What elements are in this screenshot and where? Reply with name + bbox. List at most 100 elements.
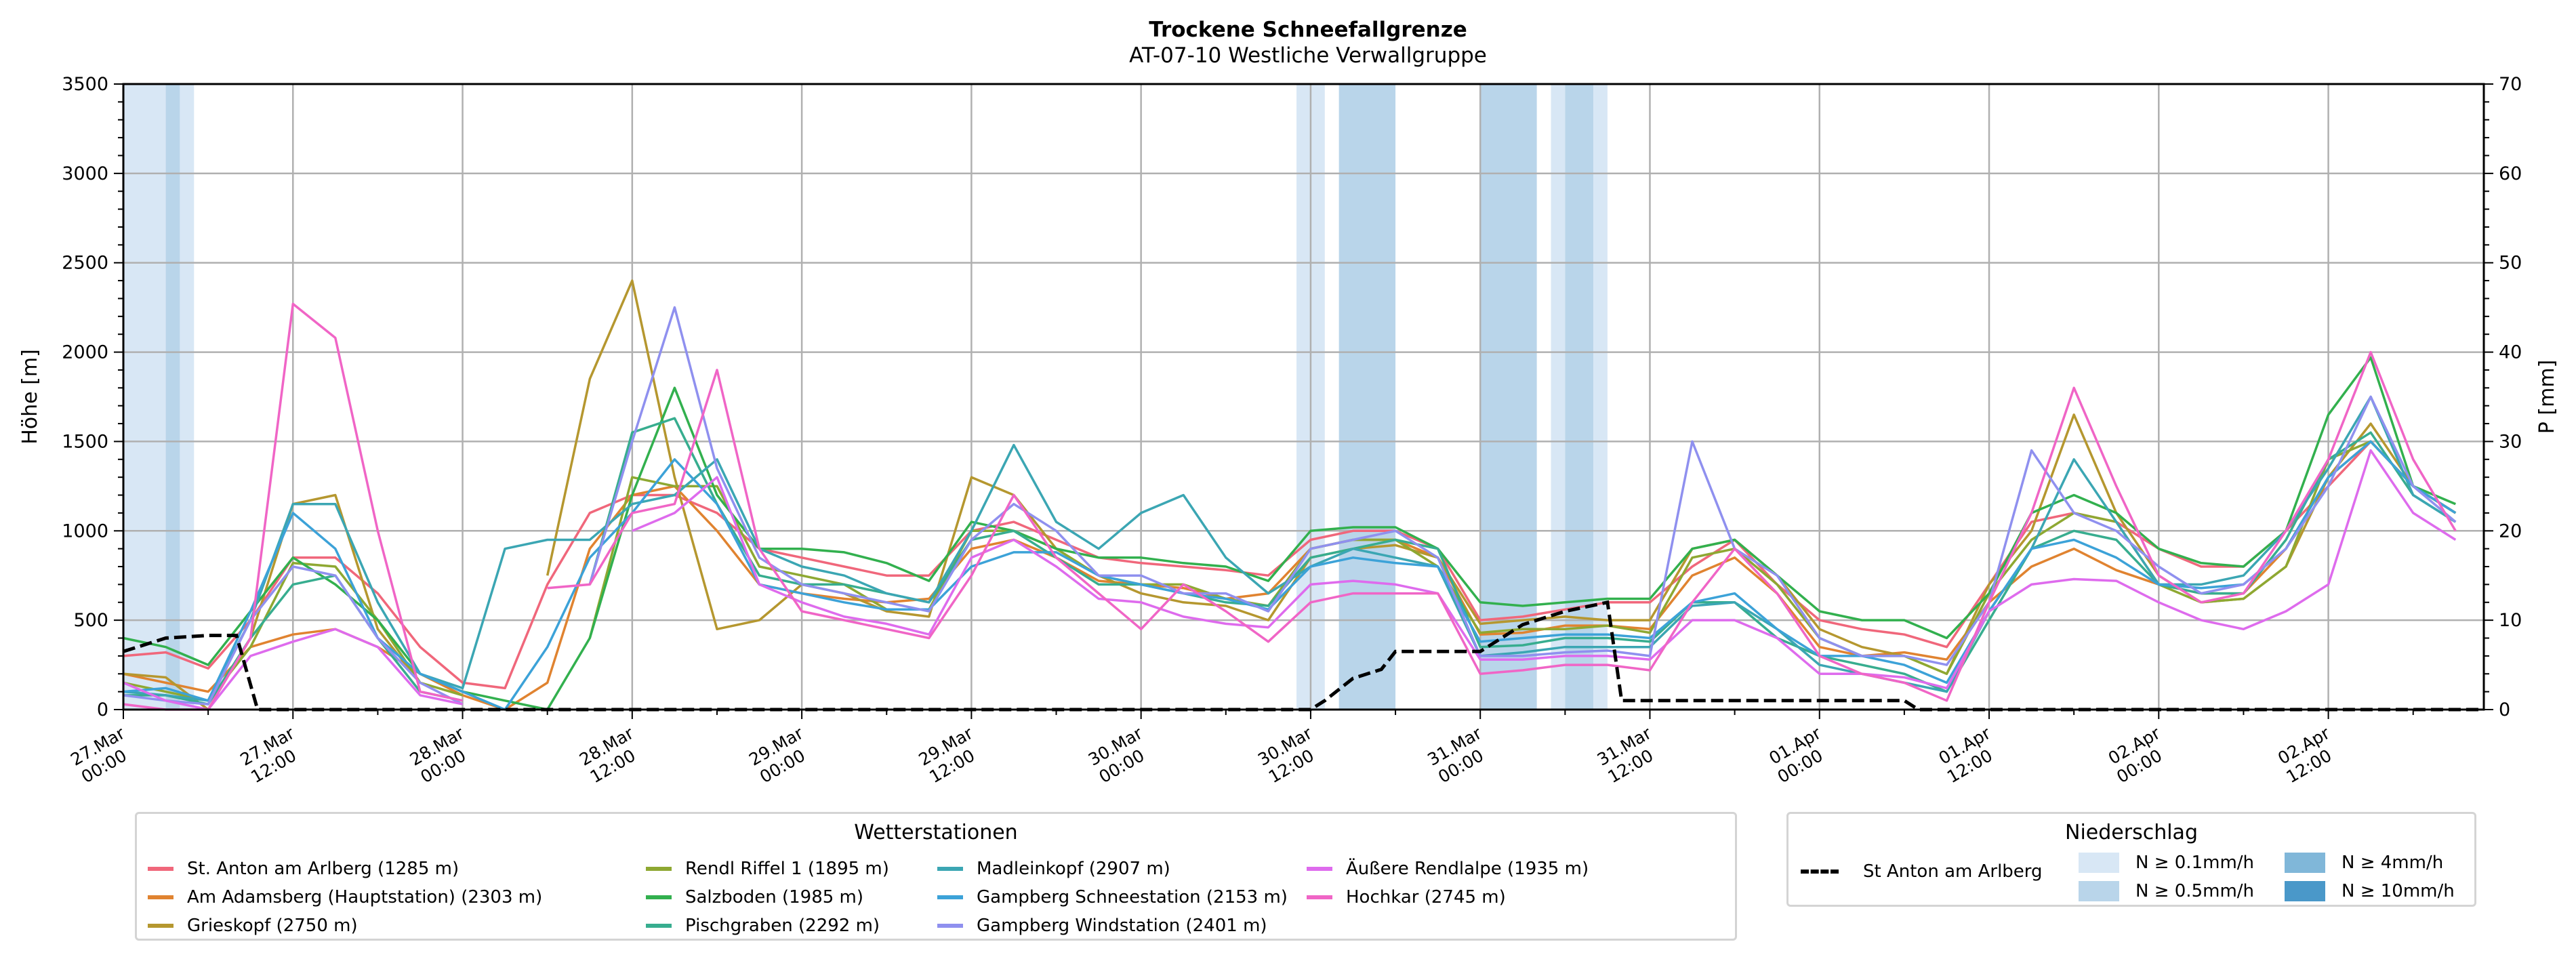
x-tick-label: 30.Mar12:00: [1254, 723, 1326, 788]
legend-label: N ≥ 10mm/h: [2342, 881, 2455, 901]
precip-line: [123, 600, 2484, 712]
x-tick-label: 30.Mar00:00: [1085, 723, 1156, 788]
line-swatch: [148, 895, 173, 899]
legend-label: Grieskopf (2750 m): [187, 916, 358, 936]
legend-label: Gampberg Schneestation (2153 m): [977, 887, 1288, 907]
precip-band: [180, 84, 195, 710]
legend-item-station: Hochkar (2745 m): [1307, 887, 1506, 907]
x-tick-label: 29.Mar00:00: [745, 723, 817, 788]
legend-item-station: Rendl Riffel 1 (1895 m): [646, 859, 889, 879]
y-right-tick-label: 30: [2499, 431, 2522, 452]
color-swatch: [2285, 881, 2325, 901]
chart-subtitle: AT-07-10 Westliche Verwallgruppe: [1129, 43, 1487, 68]
legend-item-precip-class: N ≥ 0.1mm/h: [2079, 853, 2254, 873]
series-line: [123, 279, 2457, 711]
series-line: [123, 395, 2457, 702]
x-tick-label: 02.Apr12:00: [2273, 723, 2344, 787]
line-swatch: [1307, 867, 1332, 871]
x-tick-label: 27.Mar12:00: [237, 723, 308, 788]
x-tick-label: 28.Mar12:00: [576, 723, 647, 788]
series-line: [123, 440, 2457, 711]
x-tick-label: 01.Apr00:00: [1764, 723, 1835, 787]
y-tick-label: 500: [73, 610, 108, 631]
line-swatch: [937, 867, 963, 871]
legend-label: Am Adamsberg (Hauptstation) (2303 m): [187, 887, 543, 907]
y-right-tick-label: 60: [2499, 163, 2522, 184]
legend-label: Hochkar (2745 m): [1346, 887, 1506, 907]
y-right-tick-label: 10: [2499, 610, 2522, 631]
color-swatch: [2079, 853, 2119, 873]
y-tick-label: 3500: [62, 74, 108, 95]
legend-label: Salzboden (1985 m): [685, 887, 864, 907]
legend-item-station: Salzboden (1985 m): [646, 887, 863, 907]
precipitation-legend: Niederschlag St Anton am Arlberg N ≥ 0.1…: [1786, 812, 2476, 907]
series-line: [123, 440, 2457, 711]
plot-frame: [122, 83, 2485, 711]
line-swatch: [646, 924, 672, 928]
x-tick-label: 31.Mar00:00: [1424, 723, 1495, 788]
x-tick-label: 28.Mar00:00: [407, 723, 478, 788]
y-right-tick-label: 50: [2499, 253, 2522, 274]
legend-label: St Anton am Arlberg: [1863, 861, 2043, 882]
legend-label: Rendl Riffel 1 (1895 m): [685, 859, 889, 879]
x-tick-label: 31.Mar12:00: [1594, 723, 1665, 788]
series-line: [123, 449, 2457, 711]
y-tick-label: 2500: [62, 253, 108, 274]
precip-band: [1565, 84, 1594, 710]
legend-item-precip-line: St Anton am Arlberg: [1801, 861, 2043, 882]
precip-band: [1338, 84, 1396, 710]
line-swatch: [937, 895, 963, 899]
chart-title: Trockene Schneefallgrenze: [1149, 18, 1467, 42]
y-tick-label: 0: [97, 699, 108, 720]
legend-item-station: Pischgraben (2292 m): [646, 916, 880, 936]
y-tick-label: 3000: [62, 163, 108, 184]
legend-label: St. Anton am Arlberg (1285 m): [187, 859, 459, 879]
series-line: [123, 356, 2456, 711]
stations-legend: Wetterstationen St. Anton am Arlberg (12…: [135, 812, 1737, 941]
x-tick-label: 29.Mar12:00: [916, 723, 987, 788]
y-tick-label: 1500: [62, 431, 108, 452]
line-swatch: [148, 867, 173, 871]
line-swatch: [646, 895, 672, 899]
y-right-tick-label: 40: [2499, 342, 2522, 363]
legend-item-precip-class: N ≥ 4mm/h: [2285, 853, 2443, 873]
legend-label: N ≥ 0.5mm/h: [2135, 881, 2255, 901]
line-swatch: [1307, 895, 1332, 899]
x-tick-label: 01.Apr12:00: [1934, 723, 2005, 787]
series-line: [123, 306, 2457, 706]
x-tick-label: 27.Mar00:00: [67, 723, 138, 788]
x-tick-label: 02.Apr00:00: [2103, 723, 2174, 787]
precipitation-legend-title: Niederschlag: [2065, 821, 2198, 844]
line-swatch: [148, 924, 173, 928]
legend-item-station: Äußere Rendlalpe (1935 m): [1307, 859, 1589, 879]
y-tick-label: 1000: [62, 520, 108, 541]
legend-item-station: Madleinkopf (2907 m): [937, 859, 1170, 879]
precip-band: [123, 84, 166, 710]
line-swatch: [937, 924, 963, 928]
y-right-axis-label: P [mm]: [2535, 360, 2559, 434]
color-swatch: [2285, 853, 2325, 873]
precip-band: [165, 84, 180, 710]
legend-label: Äußere Rendlalpe (1935 m): [1346, 859, 1589, 879]
y-axis-label: Höhe [m]: [18, 349, 42, 445]
legend-label: Pischgraben (2292 m): [685, 916, 880, 936]
y-right-tick-label: 0: [2499, 699, 2510, 720]
legend-item-station: Gampberg Schneestation (2153 m): [937, 887, 1288, 907]
dashed-line-swatch: [1801, 870, 1839, 874]
stations-legend-title: Wetterstationen: [854, 821, 1018, 844]
precip-band: [1551, 84, 1566, 710]
legend-label: N ≥ 4mm/h: [2342, 853, 2444, 873]
legend-label: Madleinkopf (2907 m): [977, 859, 1170, 879]
legend-item-station: St. Anton am Arlberg (1285 m): [148, 859, 459, 879]
y-right-tick-label: 70: [2499, 74, 2522, 95]
legend-item-precip-class: N ≥ 10mm/h: [2285, 881, 2455, 901]
legend-item-station: Gampberg Windstation (2401 m): [937, 916, 1267, 936]
y-right-tick-label: 20: [2499, 520, 2522, 541]
legend-item-station: Am Adamsberg (Hauptstation) (2303 m): [148, 887, 542, 907]
legend-label: Gampberg Windstation (2401 m): [977, 916, 1267, 936]
legend-item-precip-class: N ≥ 0.5mm/h: [2079, 881, 2254, 901]
precip-band: [1593, 84, 1608, 710]
y-tick-label: 2000: [62, 342, 108, 363]
line-swatch: [646, 867, 672, 871]
